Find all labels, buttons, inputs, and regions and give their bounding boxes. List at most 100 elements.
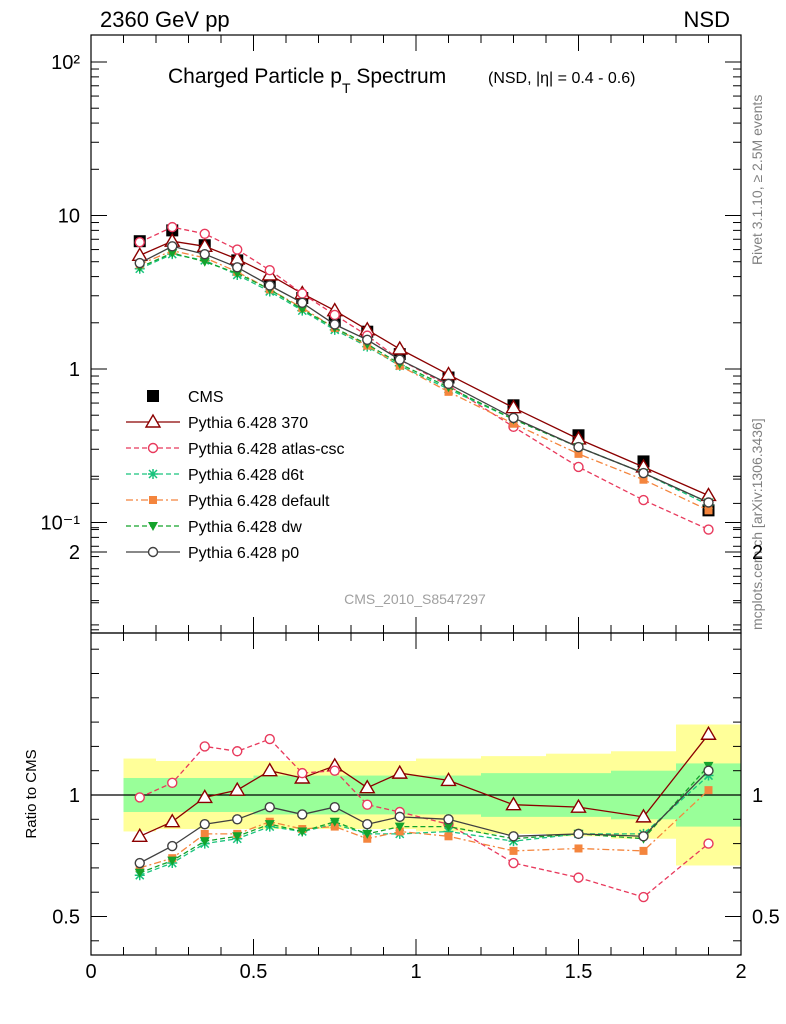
main-point-p0 <box>362 334 373 345</box>
main-point-p0 <box>703 497 714 508</box>
ratio-point-p370 <box>391 764 408 779</box>
legend-marker-d6t <box>148 469 158 479</box>
legend-marker-cms <box>147 390 159 402</box>
main-point-atlas <box>297 288 308 299</box>
ratio-point-default <box>444 832 453 841</box>
ratio-point-dw <box>199 837 210 847</box>
ratio-line-atlas <box>139 738 709 898</box>
main-point-p0 <box>573 441 584 453</box>
ratio-point-atlas <box>297 767 308 779</box>
ratio-series-group <box>131 725 717 903</box>
main-point-atlas <box>167 221 178 233</box>
ratio-point-atlas <box>134 792 145 803</box>
legend-entry-cms: CMS <box>147 389 224 406</box>
legend-label-d6t: Pythia 6.428 d6t <box>188 467 304 484</box>
main-point-p0 <box>297 297 308 308</box>
main-point-default <box>639 475 648 484</box>
ratio-point-p0 <box>638 831 649 842</box>
ratio-line-default <box>139 789 709 869</box>
ratio-point-p0 <box>573 828 584 840</box>
main-point-p0 <box>134 257 145 269</box>
ratio-point-p0 <box>232 814 243 825</box>
ratio-point-p370 <box>196 789 213 804</box>
ratio-xtick-label: 2 <box>735 961 746 983</box>
mcplots-label: mcplots.cern.ch [arXiv:1306.3436] <box>749 418 765 630</box>
main-point-dw <box>199 257 210 267</box>
ratio-ylabel: Ratio to CMS <box>23 749 40 838</box>
ratio-point-atlas <box>264 733 275 745</box>
main-point-p370 <box>391 340 408 355</box>
main-point-p370 <box>505 399 522 414</box>
main-point-default <box>704 506 713 515</box>
ratio-axes: 0.5 0.5 1 1 2 2 0 0.5 1 1.5 2 <box>52 478 780 983</box>
main-point-p0 <box>264 280 275 291</box>
ratio-point-atlas <box>362 799 373 810</box>
legend: CMS Pythia 6.428 370 Pythia 6.428 atlas-cs… <box>126 389 345 562</box>
main-ytick-label: 10² <box>51 52 80 74</box>
ratio-point-p0 <box>394 811 405 823</box>
legend-entry-p0: Pythia 6.428 p0 <box>126 545 299 562</box>
legend-marker-dw <box>148 522 158 531</box>
ratio-point-dw <box>329 817 340 827</box>
ratio-point-p370 <box>261 762 278 777</box>
legend-label-dw: Pythia 6.428 dw <box>188 519 302 536</box>
main-ytick-label: 1 <box>69 359 80 381</box>
main-point-p0 <box>508 412 519 424</box>
ratio-xtick-label: 0 <box>85 961 96 983</box>
legend-entry-default: Pythia 6.428 default <box>126 493 330 510</box>
ratio-point-p370 <box>440 772 457 787</box>
ratio-xtick-label: 1.5 <box>565 961 593 983</box>
legend-entry-p370: Pythia 6.428 370 <box>126 413 308 432</box>
chart-title-main: Charged Particle p <box>168 65 342 88</box>
ratio-point-atlas <box>167 777 178 789</box>
legend-label-default: Pythia 6.428 default <box>188 493 330 510</box>
ratio-point-p0 <box>703 765 714 776</box>
main-point-default <box>574 449 583 458</box>
ratio-point-atlas <box>573 872 584 883</box>
chart-title-subscript: T <box>342 80 351 96</box>
main-point-dw <box>167 248 178 258</box>
ratio-point-atlas <box>329 765 340 776</box>
ratio-point-p0 <box>508 831 519 842</box>
ratio-point-dw <box>394 822 405 832</box>
main-point-atlas <box>638 494 649 506</box>
ratio-ytick-label: 1 <box>69 785 80 807</box>
main-ytick-label: 10 <box>58 206 80 228</box>
ratio-point-atlas <box>508 857 519 869</box>
legend-marker-p370 <box>144 413 162 428</box>
ratio-line-p0 <box>139 770 709 864</box>
ratio-point-p0 <box>297 809 308 820</box>
ratio-point-p370 <box>700 725 717 740</box>
ratio-ytick-label-right: 1 <box>752 785 763 807</box>
legend-label-cms: CMS <box>188 389 224 406</box>
ratio-ytick-label: 0.5 <box>52 907 80 929</box>
ratio-point-dw <box>362 829 373 839</box>
main-point-p0 <box>167 241 178 252</box>
ratio-point-p0 <box>264 801 275 813</box>
main-ytick-label: 10⁻¹ <box>41 513 81 535</box>
main-point-dw <box>297 305 308 315</box>
ratio-point-default <box>509 846 518 855</box>
ratio-point-p0 <box>329 801 340 813</box>
main-series-p0 <box>134 241 714 508</box>
ratio-point-p0 <box>199 818 210 830</box>
legend-label-atlas: Pythia 6.428 atlas-csc <box>188 441 345 458</box>
main-point-atlas <box>264 265 275 276</box>
main-point-atlas <box>703 524 714 535</box>
main-axes: 10⁻¹ 1 10 10² <box>41 35 742 633</box>
legend-marker-atlas <box>147 442 159 454</box>
main-point-p0 <box>232 262 243 273</box>
ratio-line-p370 <box>139 733 710 837</box>
main-line-atlas <box>139 226 709 531</box>
ratio-point-default <box>200 829 209 838</box>
ratio-point-p370 <box>359 779 376 794</box>
main-line-p0 <box>139 245 709 504</box>
ratio-point-p370 <box>570 798 587 813</box>
main-point-atlas <box>199 228 210 239</box>
rivet-label: Rivet 3.1.10, ≥ 2.5M events <box>749 95 765 265</box>
ratio-point-atlas <box>703 838 714 849</box>
main-point-atlas <box>134 236 145 248</box>
legend-marker-default <box>149 496 157 504</box>
